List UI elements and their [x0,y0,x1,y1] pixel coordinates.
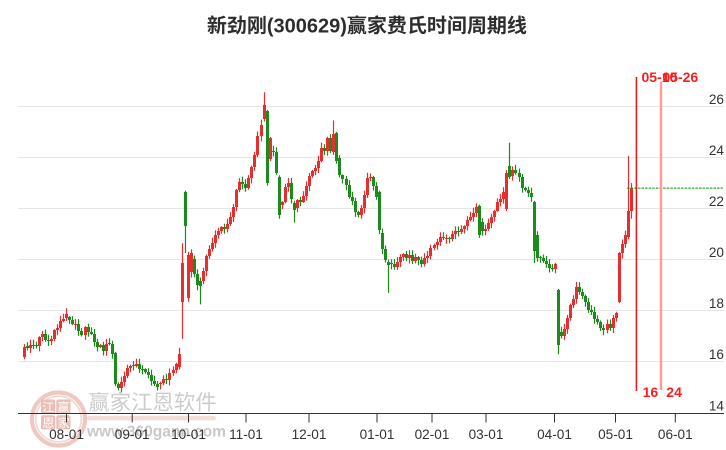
svg-text:18: 18 [709,296,724,311]
svg-text:02-01: 02-01 [415,427,450,442]
svg-text:06-01: 06-01 [658,427,693,442]
svg-text:01-01: 01-01 [360,427,395,442]
svg-text:14: 14 [709,399,725,414]
svg-text:22: 22 [709,194,724,209]
svg-text:24: 24 [666,384,682,400]
svg-text:08-01: 08-01 [49,427,84,442]
svg-text:www.360gann.com: www.360gann.com [86,424,226,441]
svg-text:20: 20 [709,245,725,260]
svg-text:04-01: 04-01 [537,427,572,442]
svg-text:05-26: 05-26 [662,69,698,85]
svg-text:26: 26 [709,92,724,107]
svg-text:24: 24 [709,143,725,158]
svg-text:(300629): (300629) [267,16,347,38]
svg-text:09-01: 09-01 [115,427,150,442]
svg-text:05-10: 05-10 [642,69,678,85]
svg-text:03-01: 03-01 [469,427,504,442]
svg-text:11-01: 11-01 [229,427,263,442]
svg-text:12-01: 12-01 [292,427,327,442]
svg-text:16: 16 [709,347,724,362]
svg-text:10-01: 10-01 [171,427,206,442]
svg-text:05-01: 05-01 [598,427,633,442]
svg-text:16: 16 [643,384,659,400]
